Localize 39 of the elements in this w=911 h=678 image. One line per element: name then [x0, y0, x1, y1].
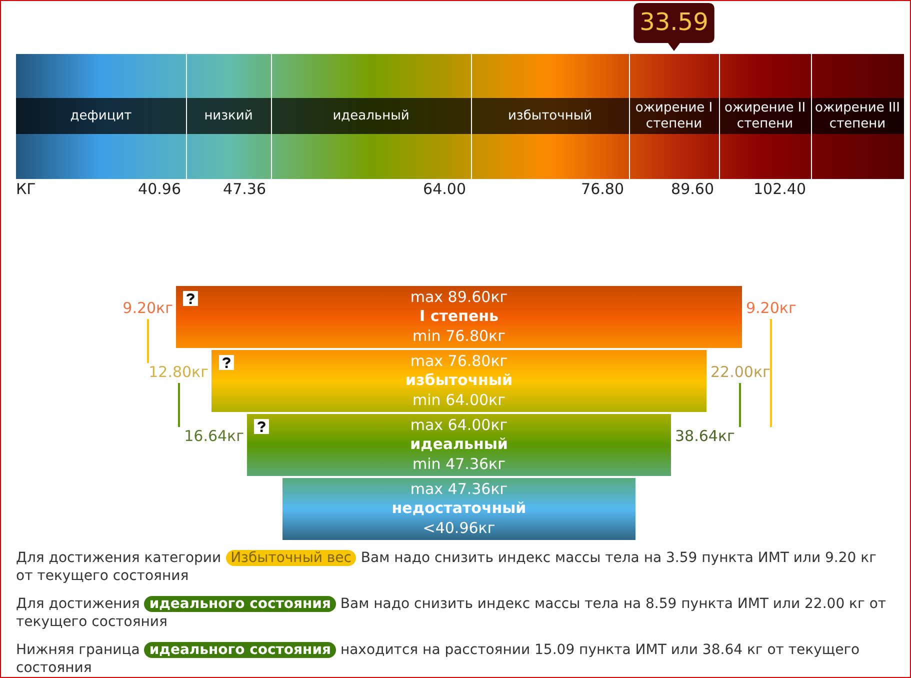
- category-label: недостаточный: [392, 498, 526, 517]
- data-label: max 89.60кг: [410, 288, 508, 306]
- category-label: избыточный: [406, 370, 512, 389]
- category-label: ожирение II степени: [724, 100, 806, 132]
- category-label: идеальный: [410, 434, 508, 453]
- text: идеального состояния: [144, 596, 336, 612]
- data-label: max 64.00кг: [410, 416, 508, 434]
- category-label: низкий: [204, 108, 253, 124]
- text: идеального состояния: [144, 642, 336, 658]
- data-label: <40.96кг: [422, 518, 496, 537]
- data-label: 76.80: [581, 180, 624, 198]
- category-label: идеальный: [332, 108, 410, 124]
- data-label: 9.20кг: [746, 298, 796, 317]
- data-label: 12.80кг: [148, 362, 209, 381]
- category-label: дефицит: [70, 108, 132, 124]
- data-label: 64.00: [423, 180, 466, 198]
- text: Избыточный вес: [226, 550, 356, 566]
- text: Для достижения: [16, 596, 140, 612]
- category-label: ожирение I степени: [635, 100, 713, 132]
- data-label: 47.36: [223, 180, 266, 198]
- category-label: I степень: [420, 306, 498, 325]
- category-label: избыточный: [508, 108, 592, 124]
- data-label: 89.60: [671, 180, 714, 198]
- text: КГ: [16, 180, 36, 198]
- text: Для достижения категории: [16, 550, 222, 566]
- data-label: max 76.80кг: [410, 352, 508, 370]
- data-label: min 47.36кг: [412, 454, 506, 473]
- data-label: max 47.36кг: [410, 480, 508, 498]
- data-label: 40.96: [138, 180, 181, 198]
- data-label: 102.40: [754, 180, 806, 198]
- data-label: min 64.00кг: [412, 390, 506, 409]
- text: Нижняя граница: [16, 642, 140, 658]
- data-label: 16.64кг: [184, 426, 244, 445]
- data-label: 38.64кг: [675, 426, 735, 445]
- data-label: 22.00кг: [710, 362, 770, 381]
- text: 33.59: [640, 8, 708, 36]
- category-label: ожирение III степени: [815, 100, 900, 132]
- data-label: min 76.80кг: [412, 326, 506, 345]
- data-label: 9.20кг: [122, 298, 174, 317]
